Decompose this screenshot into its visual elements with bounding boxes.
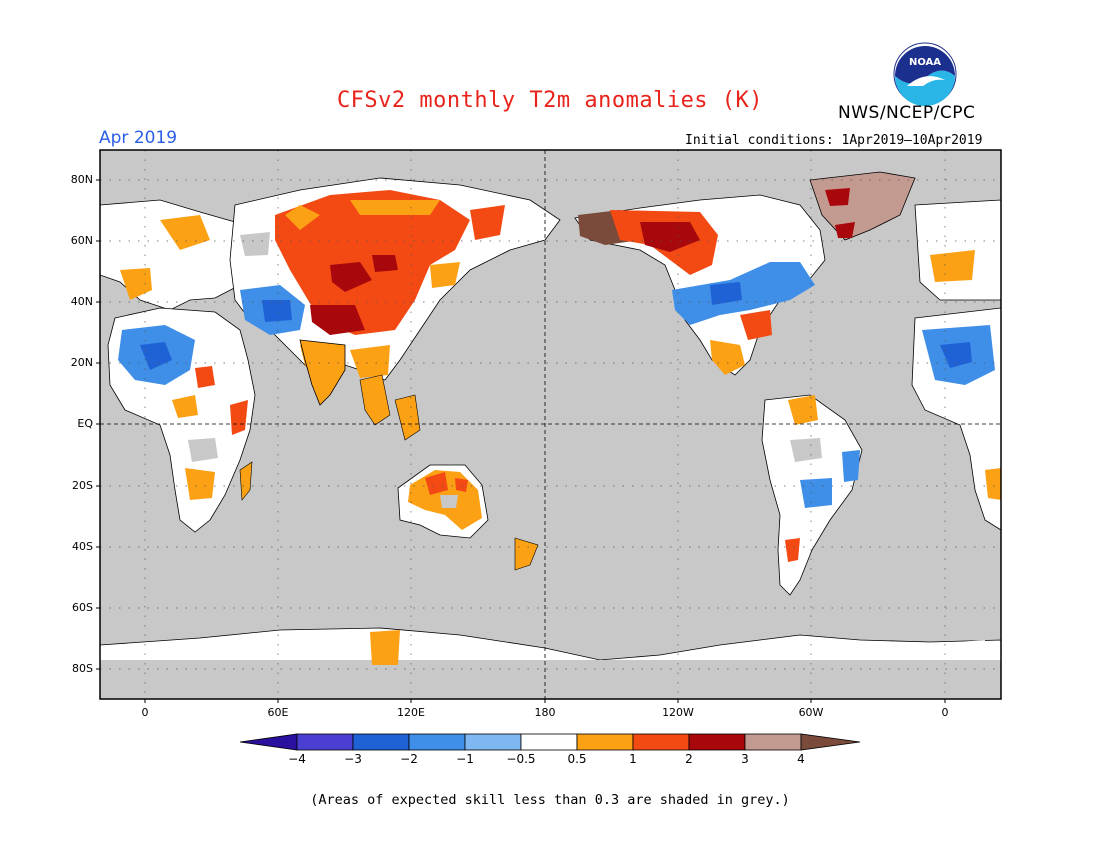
colorbar-tick-label: −4	[288, 752, 306, 766]
lat-label: 20S	[72, 479, 93, 492]
lat-label: 60N	[70, 234, 93, 247]
lat-label: EQ	[77, 417, 93, 430]
skill-footnote: (Areas of expected skill less than 0.3 a…	[310, 792, 790, 808]
greenland	[809, 171, 916, 241]
colorbar-swatch	[632, 733, 690, 751]
lat-label: 60S	[72, 601, 93, 614]
colorbar-tick-label: 3	[741, 752, 749, 766]
tick-marks	[96, 179, 946, 703]
lon-label: 180	[534, 706, 556, 719]
colorbar-swatch	[688, 733, 746, 751]
colorbar-swatch	[239, 733, 298, 751]
colorbar-swatch	[296, 733, 354, 751]
lon-label: 60E	[267, 706, 289, 719]
colorbar-tick-label: 0.5	[567, 752, 587, 766]
colorbar-tick-label: −1	[456, 752, 474, 766]
lon-label: 60W	[798, 706, 824, 719]
lat-label: 20N	[70, 356, 93, 369]
colorbar-tick-label: 1	[629, 752, 637, 766]
colorbar-swatch	[352, 733, 410, 751]
initial-conditions-label: Initial conditions: 1Apr2019–10Apr2019	[685, 133, 983, 148]
month-label: Apr 2019	[99, 128, 178, 148]
noaa-logo-text: NOAA	[909, 57, 941, 68]
lat-label: 40N	[70, 295, 93, 308]
colorbar-swatch	[408, 733, 466, 751]
colorbar-swatch	[520, 733, 578, 751]
colorbar-tick-label: −3	[344, 752, 362, 766]
lon-label: 0	[141, 706, 149, 719]
equator-dateline	[100, 150, 1001, 699]
land-anomalies	[100, 171, 1001, 699]
gridlines	[100, 150, 1001, 699]
lon-label: 120E	[397, 706, 425, 719]
lat-label: 40S	[72, 540, 93, 553]
land-europe-east	[914, 199, 1001, 301]
noaa-logo: NOAA	[893, 42, 957, 106]
colorbar-swatch	[576, 733, 634, 751]
map-title: CFSv2 monthly T2m anomalies (K)	[336, 88, 764, 113]
land-india	[299, 339, 346, 406]
lon-label: 120W	[662, 706, 694, 719]
agency-label: NWS/NCEP/CPC	[838, 103, 976, 123]
usa-cold-anomaly	[672, 262, 815, 325]
colorbar-swatch	[800, 733, 861, 751]
lat-label: 80S	[72, 662, 93, 675]
colorbar-swatch	[464, 733, 522, 751]
lat-label: 80N	[70, 173, 93, 186]
lon-label: 0	[941, 706, 949, 719]
siberia-warm-anomaly	[275, 190, 470, 335]
siberia-strong-warm	[330, 262, 372, 292]
colorbar	[239, 733, 861, 751]
colorbar-tick-label: 2	[685, 752, 693, 766]
colorbar-swatch	[744, 733, 802, 751]
colorbar-tick-label: −2	[400, 752, 418, 766]
colorbar-tick-label: −0.5	[506, 752, 536, 766]
colorbar-tick-label: 4	[797, 752, 805, 766]
